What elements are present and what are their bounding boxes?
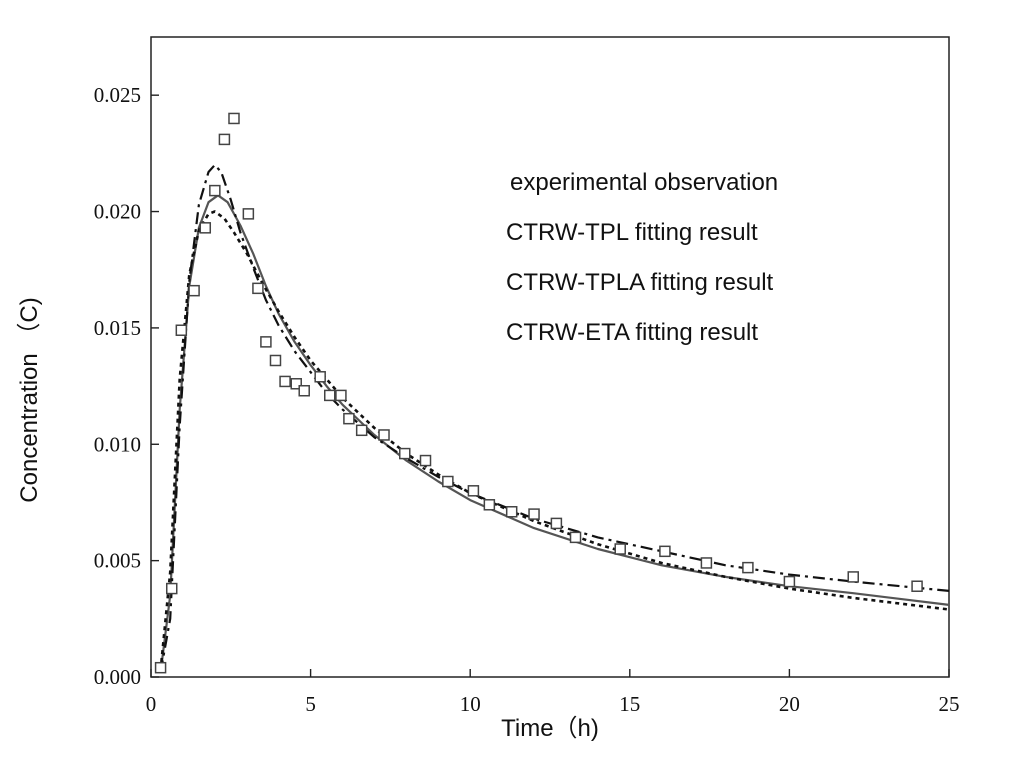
observation-point <box>252 282 264 295</box>
x-ticks: 0 5 10 15 20 25 <box>146 669 960 716</box>
y-tick-label: 0.020 <box>94 200 141 224</box>
observation-point <box>343 412 355 425</box>
observation-point <box>260 336 272 348</box>
observation-point <box>569 531 582 544</box>
x-tick-label: 5 <box>305 692 316 716</box>
observation-point <box>442 475 454 488</box>
observation-point <box>218 133 231 146</box>
observation-point <box>528 508 540 520</box>
observation-point <box>188 284 200 297</box>
y-ticks: 0.000 0.005 0.010 0.015 0.020 0.025 <box>94 83 159 689</box>
y-axis-title: Concentration （C) <box>16 297 43 502</box>
x-tick-label: 10 <box>460 692 481 716</box>
observation-point <box>335 389 347 402</box>
observation-point <box>911 580 923 592</box>
observation-point <box>290 378 302 390</box>
observation-point <box>700 557 713 569</box>
observation-point <box>847 571 859 583</box>
x-tick-label: 20 <box>779 692 800 716</box>
observation-point <box>505 506 518 518</box>
observation-point <box>298 384 310 397</box>
observation-point <box>154 661 167 674</box>
x-axis-title: Time（h) <box>501 715 599 742</box>
y-tick-label: 0.000 <box>94 665 141 689</box>
observation-point <box>242 208 255 220</box>
observation-point <box>742 561 754 574</box>
observation-point <box>269 354 282 367</box>
observation-point <box>165 582 178 595</box>
observation-point <box>355 424 368 437</box>
observation-point <box>550 517 563 530</box>
y-tick-label: 0.010 <box>94 432 141 456</box>
observation-point <box>175 324 188 336</box>
observation-point <box>783 575 796 588</box>
observation-point <box>399 447 411 460</box>
observation-point <box>279 375 291 388</box>
legend-label-tpl: CTRW-TPL fitting result <box>506 219 758 246</box>
x-tick-label: 25 <box>939 692 960 716</box>
y-tick-label: 0.015 <box>94 316 141 340</box>
observation-point <box>483 499 496 511</box>
observation-point <box>659 545 671 558</box>
x-tick-label: 15 <box>619 692 640 716</box>
legend-label-eta: CTRW-ETA fitting result <box>506 319 758 346</box>
y-tick-label: 0.005 <box>94 549 141 573</box>
observation-point <box>209 184 221 197</box>
observation-point <box>314 371 326 383</box>
observation-point <box>324 389 336 402</box>
legend-label-tpla: CTRW-TPLA fitting result <box>506 269 774 296</box>
observation-markers <box>154 112 923 674</box>
x-tick-label: 0 <box>146 692 157 716</box>
observation-point <box>199 222 212 234</box>
observation-point <box>614 543 626 555</box>
legend-label-observation: experimental observation <box>510 169 778 196</box>
observation-point <box>228 112 240 125</box>
tpl-fit-curve <box>159 194 950 673</box>
y-tick-label: 0.025 <box>94 83 141 107</box>
observation-point <box>467 485 480 497</box>
plot-frame <box>150 36 950 678</box>
tpla-fit-curve <box>159 163 950 673</box>
observation-point <box>378 429 390 441</box>
observation-point <box>419 454 432 467</box>
